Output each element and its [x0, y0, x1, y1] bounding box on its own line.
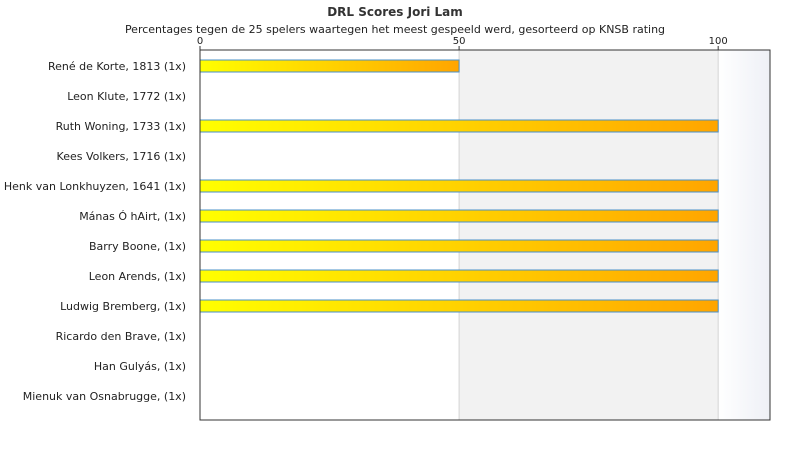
category-labels: René de Korte, 1813 (1x) Leon Klute, 1772…	[4, 60, 186, 403]
x-tick-label-50: 50	[453, 36, 466, 47]
bar	[199, 239, 719, 253]
category-label: Ricardo den Brave, (1x)	[56, 330, 186, 343]
bars	[199, 59, 719, 313]
x-tick-label-100: 100	[709, 36, 728, 47]
band-100-plus	[718, 50, 770, 420]
bar	[199, 179, 719, 193]
category-label: Kees Volkers, 1716 (1x)	[57, 150, 186, 163]
bar	[199, 59, 460, 73]
chart-title: DRL Scores Jori Lam	[327, 5, 463, 19]
bar	[199, 269, 719, 283]
category-label: Ruth Woning, 1733 (1x)	[56, 120, 186, 133]
category-label: Leon Arends, (1x)	[89, 270, 186, 283]
category-label: Leon Klute, 1772 (1x)	[67, 90, 186, 103]
plot-background	[200, 50, 770, 420]
band-0-50	[200, 50, 460, 420]
category-label: Ludwig Bremberg, (1x)	[60, 300, 186, 313]
x-tick-label-0: 0	[197, 36, 203, 47]
bar	[199, 209, 719, 223]
bar	[199, 299, 719, 313]
category-label: Henk van Lonkhuyzen, 1641 (1x)	[4, 180, 186, 193]
category-label: Han Gulyás, (1x)	[94, 360, 186, 373]
bar	[199, 119, 719, 133]
category-label: Barry Boone, (1x)	[89, 240, 186, 253]
category-label: Mánas Ó hAirt, (1x)	[79, 210, 186, 223]
plot-frame	[199, 49, 771, 421]
category-label: René de Korte, 1813 (1x)	[48, 60, 186, 73]
category-label: Mienuk van Osnabrugge, (1x)	[23, 390, 186, 403]
chart-subtitle: Percentages tegen de 25 spelers waartege…	[125, 23, 665, 36]
band-50-100	[459, 50, 719, 420]
